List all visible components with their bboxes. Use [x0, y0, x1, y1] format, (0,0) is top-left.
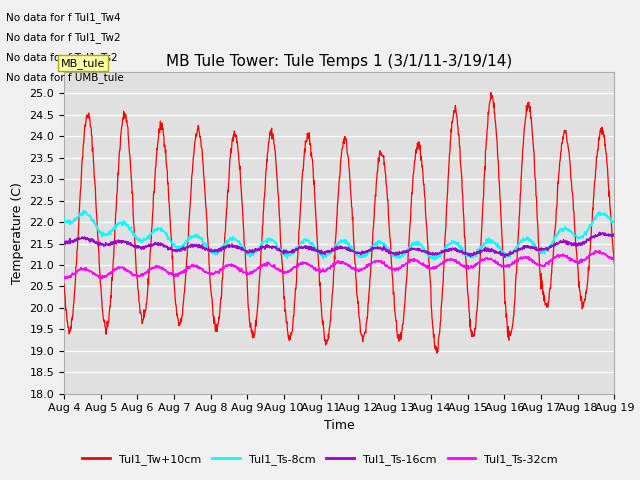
Y-axis label: Temperature (C): Temperature (C) — [11, 182, 24, 284]
Text: No data for f UMB_tule: No data for f UMB_tule — [6, 72, 124, 84]
Text: No data for f Tul1_Tw4: No data for f Tul1_Tw4 — [6, 12, 121, 23]
Text: MB_tule: MB_tule — [61, 58, 105, 69]
Text: No data for f Tul1_Tw2: No data for f Tul1_Tw2 — [6, 32, 121, 43]
Legend: Tul1_Tw+10cm, Tul1_Ts-8cm, Tul1_Ts-16cm, Tul1_Ts-32cm: Tul1_Tw+10cm, Tul1_Ts-8cm, Tul1_Ts-16cm,… — [77, 450, 563, 469]
X-axis label: Time: Time — [324, 419, 355, 432]
Title: MB Tule Tower: Tule Temps 1 (3/1/11-3/19/14): MB Tule Tower: Tule Temps 1 (3/1/11-3/19… — [166, 54, 513, 70]
Text: No data for f Tul1_Ts2: No data for f Tul1_Ts2 — [6, 52, 118, 63]
